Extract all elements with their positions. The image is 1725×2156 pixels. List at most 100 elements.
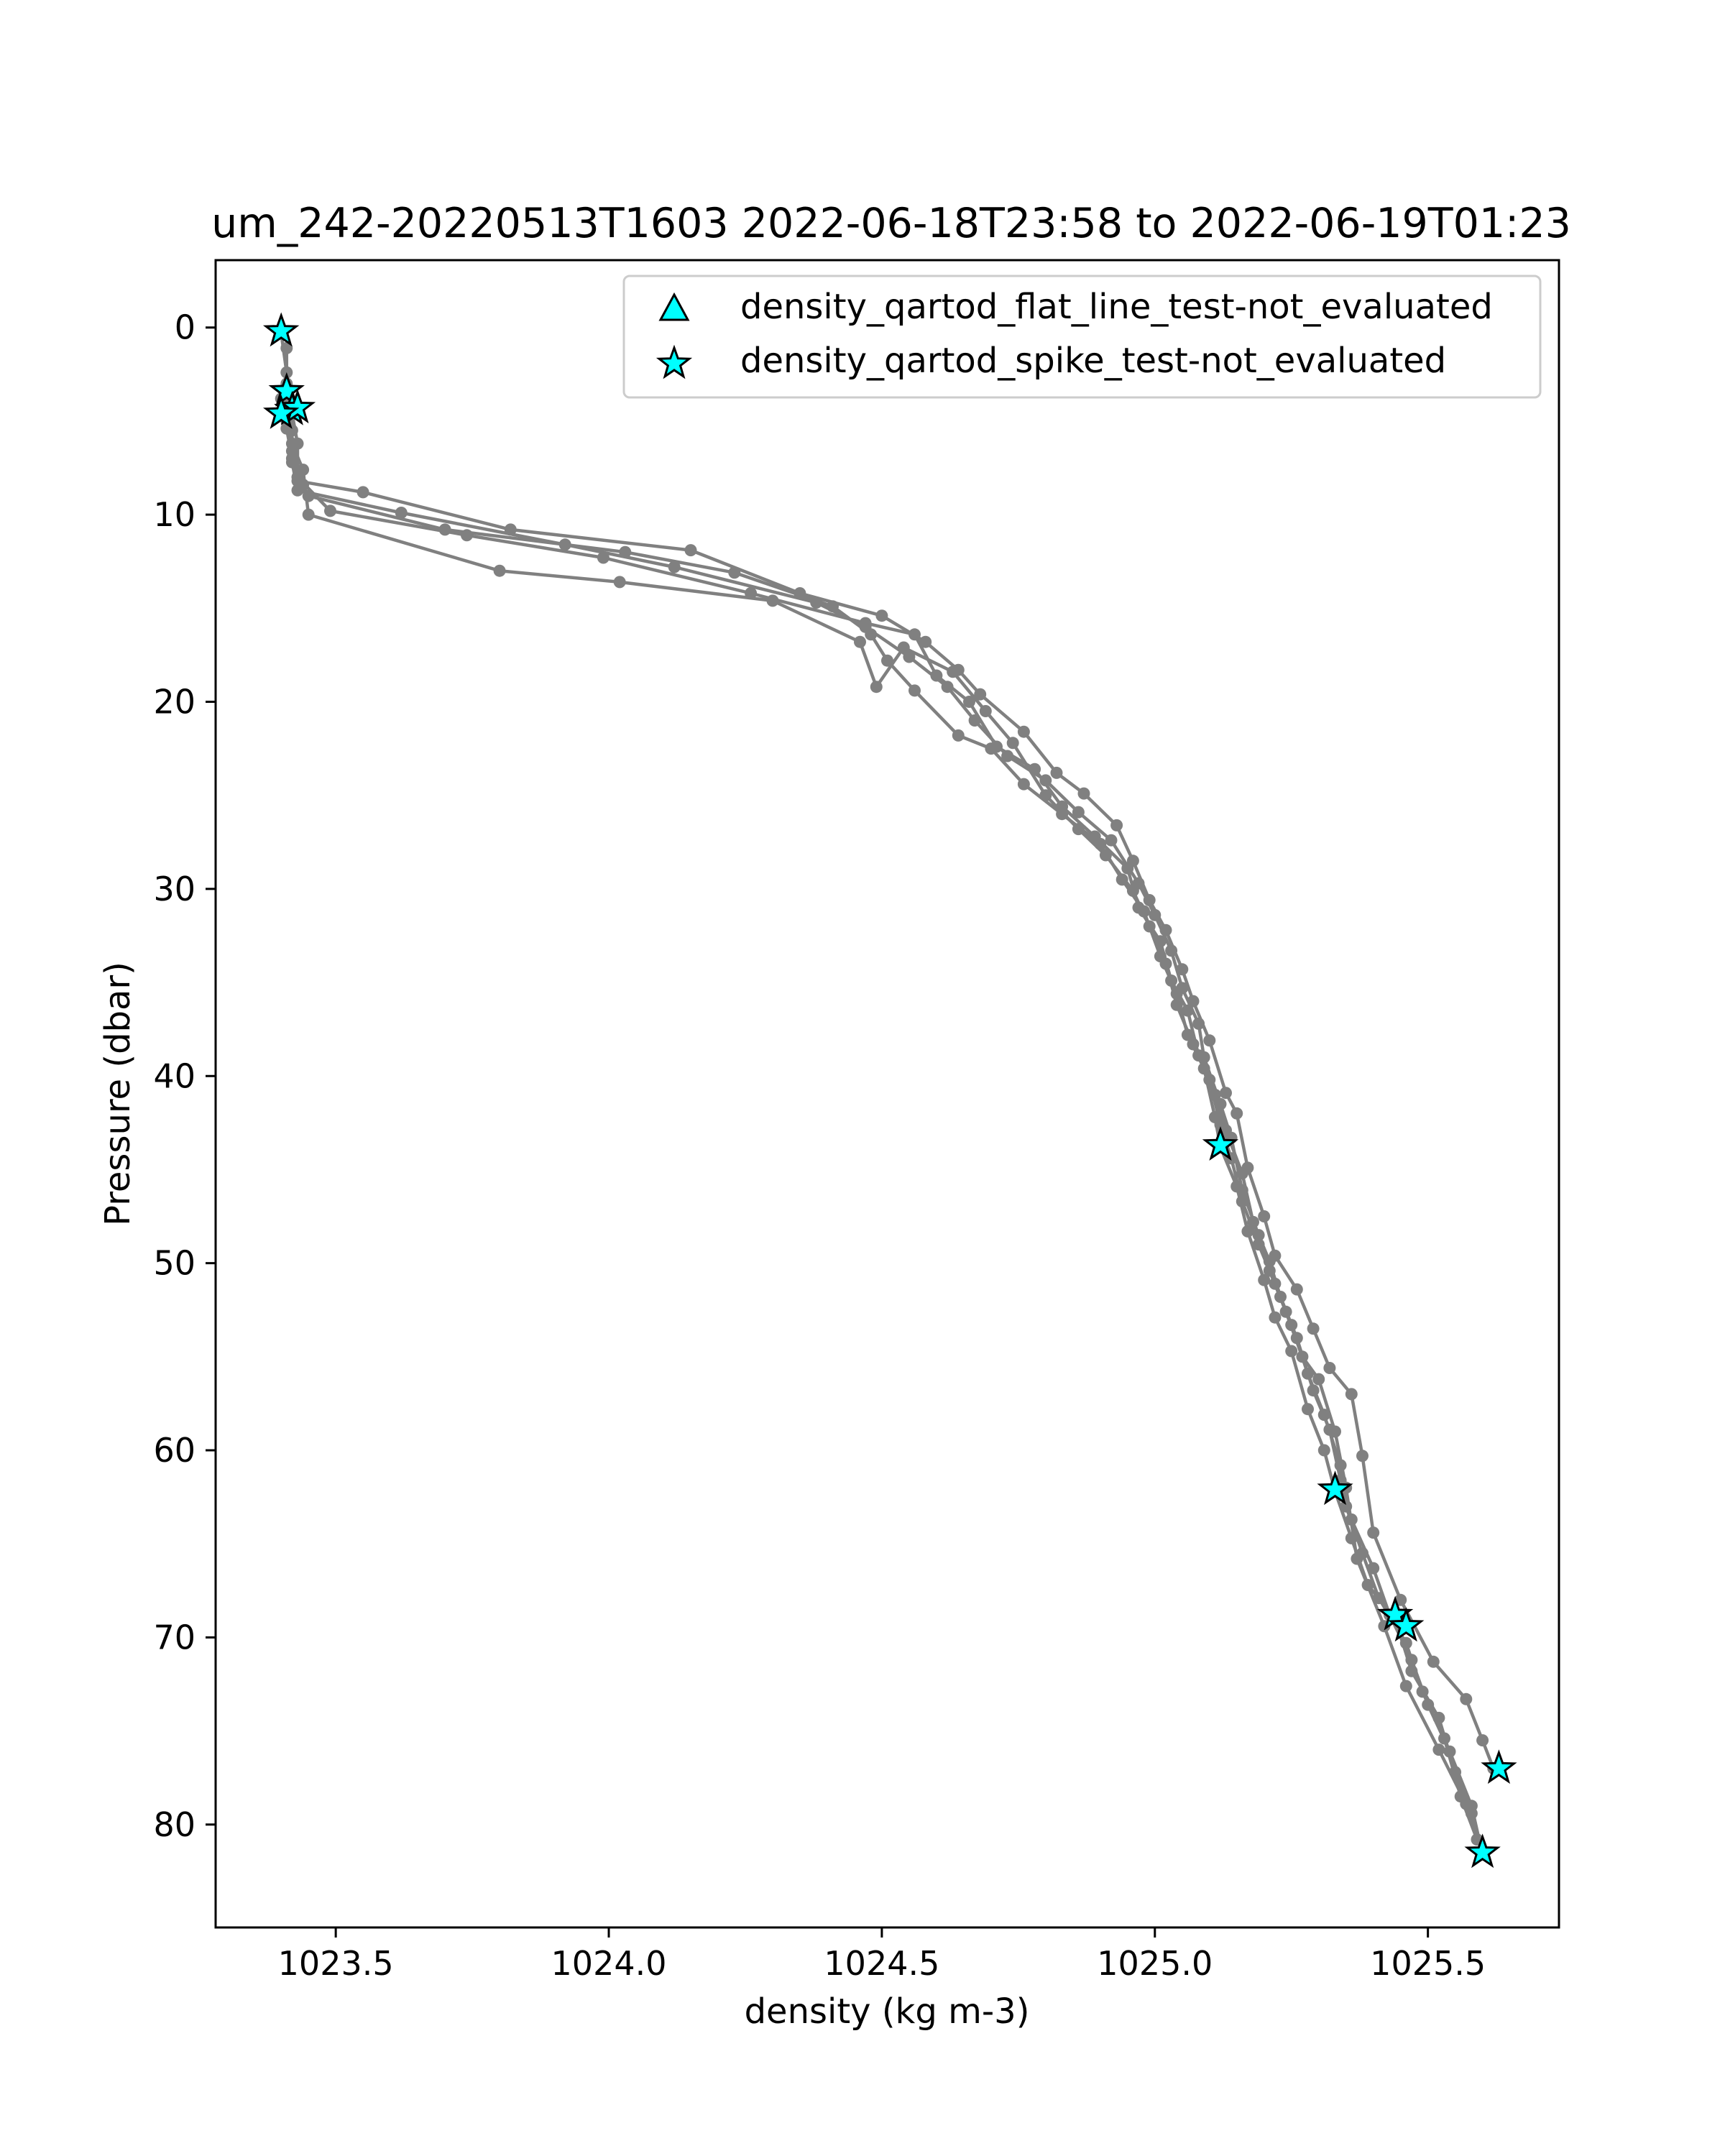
profile-point	[1312, 1373, 1325, 1386]
legend: density_qartod_flat_line_test-not_evalua…	[622, 275, 1542, 399]
profile-point	[930, 669, 943, 682]
profile-point	[438, 523, 451, 536]
profile-point	[1317, 1409, 1330, 1422]
profile-point	[324, 505, 336, 517]
profile-point	[1099, 849, 1112, 862]
profile-point	[285, 437, 298, 450]
profile-point	[908, 628, 921, 641]
spike-flag-marker	[262, 395, 300, 429]
x-tick-label: 1024.0	[551, 1944, 667, 1983]
y-axis-label: Pressure (dbar)	[98, 962, 138, 1226]
profile-point	[1236, 1195, 1248, 1208]
profile-point	[908, 684, 921, 697]
profile-point	[1345, 1388, 1358, 1401]
profile-series-1	[275, 327, 1500, 1775]
profile-point	[854, 635, 866, 648]
profile-point	[1269, 1277, 1282, 1290]
profile-point	[356, 486, 369, 499]
profile-point	[1427, 1655, 1440, 1668]
profile-point	[1258, 1273, 1271, 1286]
profile-point	[1170, 998, 1183, 1011]
profile-point	[297, 464, 310, 476]
plot-frame	[214, 259, 1560, 1929]
profile-point	[1432, 1743, 1445, 1756]
y-tick-label: 80	[153, 1805, 196, 1844]
profiles-layer	[275, 327, 1500, 1861]
y-tick-label: 10	[153, 495, 196, 534]
profile-point	[1110, 819, 1123, 831]
y-axis: 0 10 20 30 40 50 60 70 80	[153, 308, 216, 1844]
y-tick-label: 60	[153, 1431, 196, 1470]
profile-point	[1159, 957, 1172, 970]
x-axis: 1023.5 1024.0 1024.5 1025.0 1025.5	[278, 1927, 1486, 1983]
profile-point	[1399, 1636, 1412, 1649]
profile-point	[1367, 1526, 1380, 1539]
profile-point	[1105, 834, 1118, 847]
profile-point	[1372, 1592, 1385, 1605]
profile-point	[1017, 778, 1030, 791]
profile-point	[1236, 1167, 1248, 1180]
profile-point	[280, 341, 293, 354]
profile-line	[285, 348, 1484, 1853]
profile-point	[947, 665, 960, 678]
profile-point	[613, 576, 626, 589]
profile-point	[985, 742, 998, 755]
legend-label-spike: density_qartod_spike_test-not_evaluated	[740, 341, 1446, 381]
profile-point	[1006, 737, 1019, 750]
profile-point	[1230, 1107, 1243, 1120]
x-tick-label: 1025.0	[1097, 1944, 1213, 1983]
profile-point	[974, 688, 987, 701]
profile-point	[728, 566, 741, 579]
profile-point	[881, 654, 893, 667]
profile-point	[827, 600, 839, 613]
spike-flag-marker	[1202, 1126, 1239, 1161]
spike-flag-marker	[1388, 1607, 1425, 1642]
profile-point	[1258, 1210, 1271, 1222]
y-tick-label: 40	[153, 1056, 196, 1095]
profile-point	[1323, 1362, 1336, 1374]
profile-point	[1285, 1319, 1298, 1332]
profile-point	[1356, 1547, 1368, 1560]
profile-point	[1285, 1345, 1298, 1358]
profile-point	[1317, 1444, 1330, 1457]
profile-point	[285, 452, 298, 465]
profile-point	[1334, 1459, 1347, 1472]
profile-point	[1192, 1017, 1205, 1030]
profile-point	[1252, 1238, 1265, 1251]
profile-point	[668, 561, 681, 573]
legend-triangle-marker	[658, 292, 690, 321]
spike-flag-marker	[268, 372, 305, 407]
profile-point	[919, 635, 932, 648]
spike-flag-marker	[1317, 1470, 1353, 1506]
legend-label-flat-line: density_qartod_flat_line_test-not_evalua…	[740, 287, 1493, 327]
profile-point	[302, 508, 315, 521]
profile-point	[766, 594, 779, 607]
legend-box	[622, 275, 1542, 399]
profile-point	[1361, 1579, 1374, 1591]
profile-point	[1460, 1692, 1473, 1705]
x-tick-label: 1023.5	[278, 1944, 394, 1983]
profile-point	[1039, 789, 1052, 802]
legend-star-marker	[656, 344, 693, 379]
profile-point	[875, 609, 888, 622]
profile-point	[1476, 1734, 1489, 1747]
profile-point	[979, 705, 992, 717]
profile-point	[1017, 725, 1030, 738]
profile-point	[1438, 1732, 1450, 1745]
profile-point	[1050, 766, 1063, 779]
profile-point	[1181, 1004, 1194, 1017]
y-tick-label: 50	[153, 1244, 196, 1283]
profile-point	[395, 507, 408, 519]
profile-point	[1165, 944, 1178, 957]
profile-point	[1149, 908, 1162, 921]
profile-point	[493, 564, 506, 577]
profile-point	[870, 681, 883, 694]
y-tick-label: 70	[153, 1618, 196, 1657]
profile-point	[1187, 1038, 1200, 1051]
y-tick-label: 30	[153, 870, 196, 908]
profile-point	[619, 545, 632, 558]
profile-point	[865, 628, 878, 641]
profile-point	[1126, 885, 1139, 897]
profile-line	[280, 398, 1479, 1841]
